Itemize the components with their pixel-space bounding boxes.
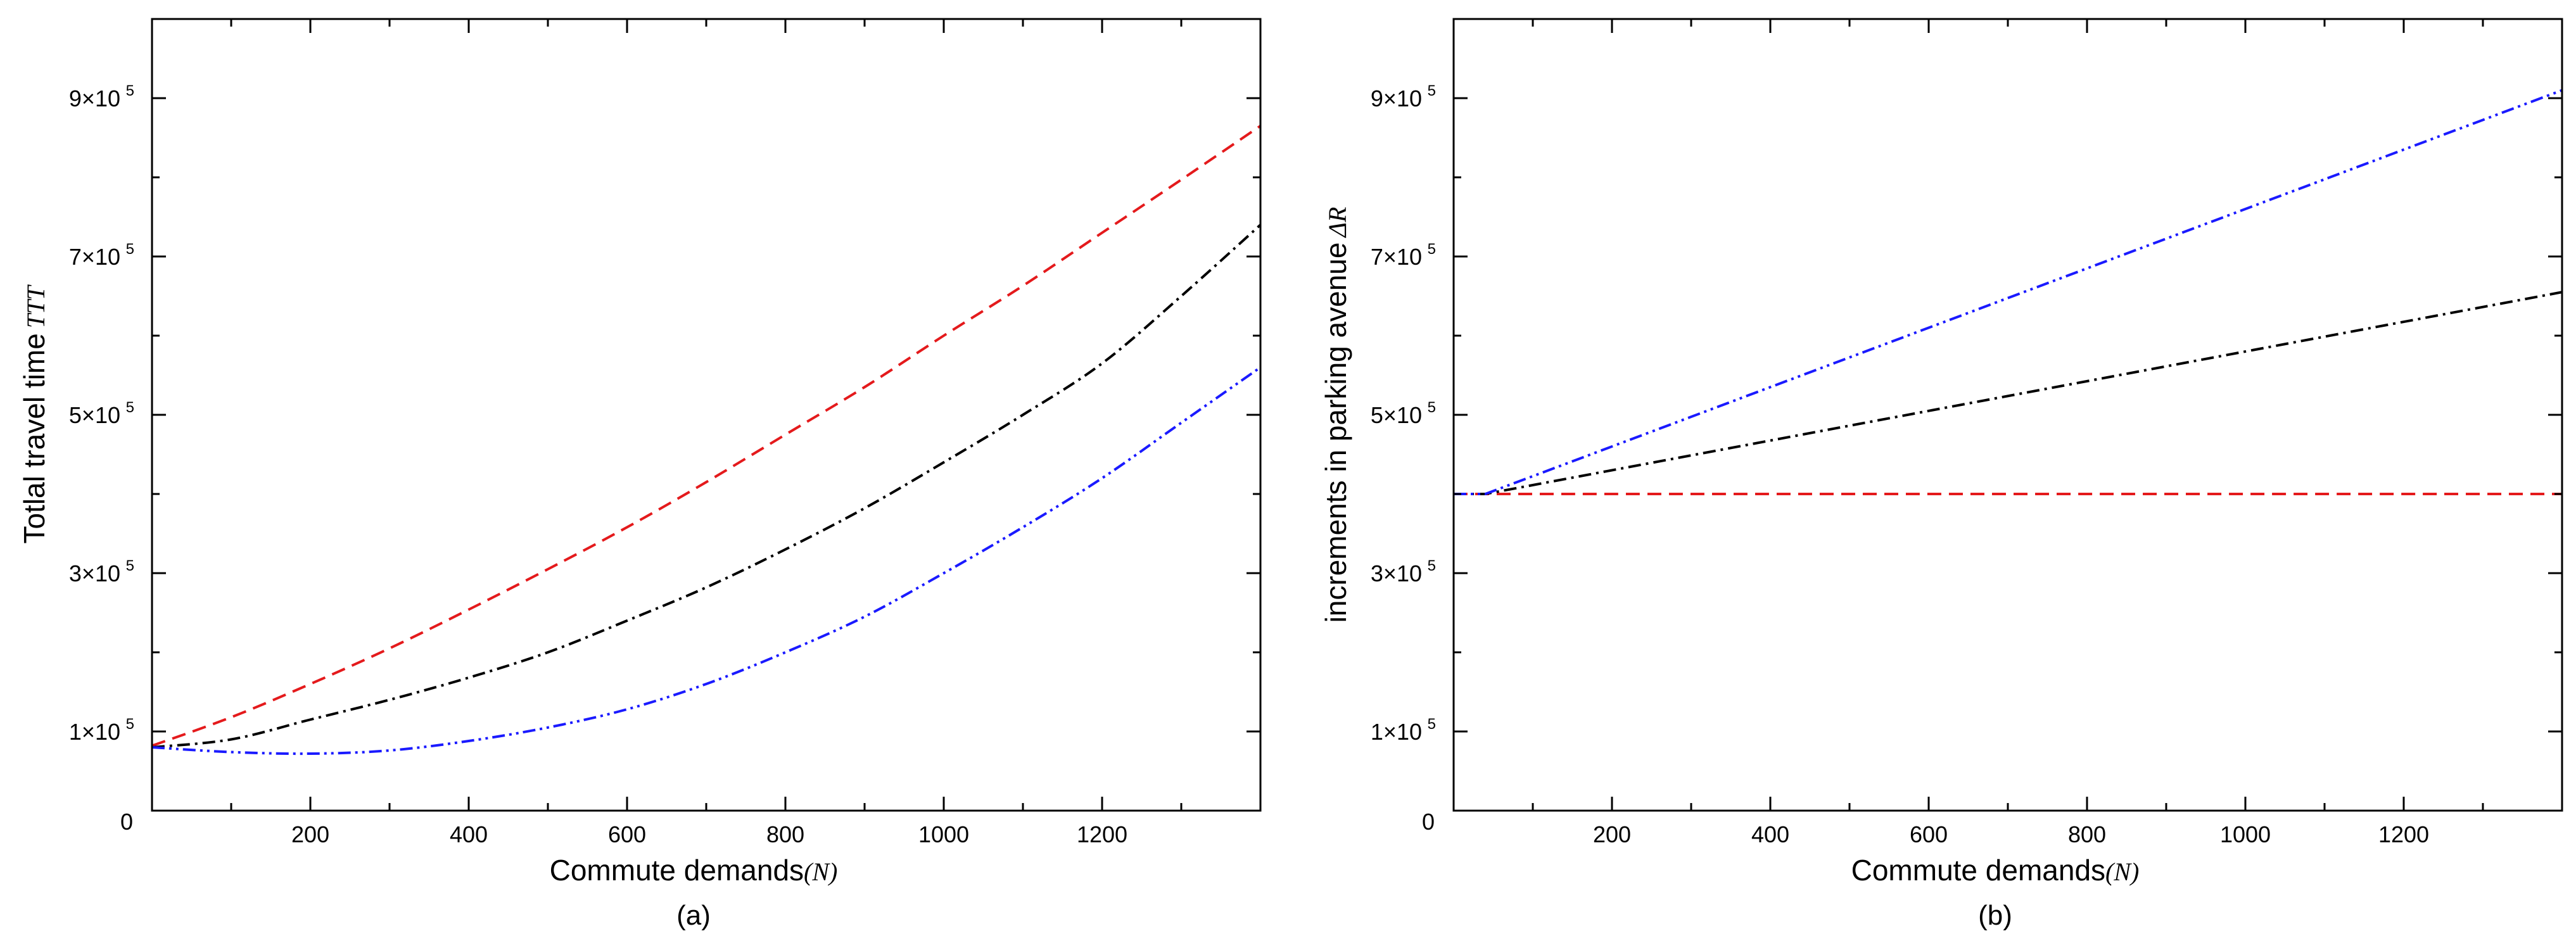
- x-axis-label-var: (N): [2105, 858, 2139, 886]
- y-tick-exponent: 5: [1428, 399, 1436, 416]
- x-axis-label: Commute demands(N): [550, 854, 838, 887]
- y-tick-exponent: 5: [126, 241, 134, 258]
- x-tick-label: 1200: [2378, 821, 2429, 847]
- y-tick-label: 7×10: [1371, 244, 1422, 270]
- x-tick-label: 800: [2068, 821, 2106, 847]
- series-line-red-dashed: [152, 125, 1260, 747]
- y-tick-label: 5×10: [69, 402, 120, 428]
- y-tick-label: 1×10: [1371, 719, 1422, 745]
- origin-label: 0: [120, 809, 133, 835]
- y-tick-label: 9×10: [1371, 85, 1422, 111]
- panel-caption: (b): [1978, 900, 2012, 931]
- chart-panel-b: 200 400 600 800 1000 1200 1×10 5 3×10 5 5×10 5 7×10 5…: [1319, 18, 2563, 931]
- y-tick-label: 1×10: [69, 719, 120, 745]
- x-tick-label: 600: [1910, 821, 1948, 847]
- x-axis-label-text: Commute demands: [1851, 854, 2105, 887]
- x-axis-label-var: (N): [804, 858, 837, 886]
- y-tick-exponent: 5: [1428, 716, 1436, 733]
- y-axis-label-var: ΔR: [1323, 207, 1352, 239]
- x-tick-label: 200: [291, 821, 329, 847]
- y-tick-label: 7×10: [69, 244, 120, 270]
- y-tick-exponent: 5: [126, 82, 134, 99]
- x-tick-label: 600: [608, 821, 646, 847]
- series-line-blue-dashdotdot: [1454, 89, 2562, 495]
- x-tick-label: 800: [766, 821, 804, 847]
- x-tick-label: 1000: [2220, 821, 2271, 847]
- x-axis-label: Commute demands(N): [1851, 854, 2140, 887]
- x-tick-label: 400: [1751, 821, 1789, 847]
- y-axis-label: Totlal travel time TTT: [18, 284, 51, 544]
- x-tick-label: 200: [1593, 821, 1631, 847]
- series-line-blue-dashdotdot: [152, 366, 1260, 756]
- plot-frame: [151, 18, 1262, 812]
- y-tick-label: 9×10: [69, 85, 120, 111]
- series-line-black-dashdot: [1454, 291, 2562, 495]
- series-line-black-dashdot: [152, 224, 1260, 749]
- y-axis-label-text: increments in parking avenue: [1319, 243, 1352, 623]
- y-tick-exponent: 5: [126, 716, 134, 733]
- x-axis-label-text: Commute demands: [550, 854, 804, 887]
- panel-caption: (a): [676, 900, 711, 931]
- origin-label: 0: [1422, 809, 1435, 835]
- y-tick-label: 5×10: [1371, 402, 1422, 428]
- plot-frame: [1452, 18, 2563, 812]
- y-tick-exponent: 5: [126, 557, 134, 574]
- chart-panel-a: 200 400 600 800 1000 1200 1×10 5 3×10 5 5×10 5 7×10 5…: [18, 18, 1262, 931]
- y-tick-label: 3×10: [1371, 560, 1422, 586]
- y-tick-exponent: 5: [1428, 82, 1436, 99]
- y-tick-exponent: 5: [1428, 241, 1436, 258]
- y-axis-label: increments in parking avenue ΔR: [1319, 207, 1352, 623]
- y-axis-label-var: TTT: [22, 284, 50, 328]
- y-axis-label-text: Totlal travel time: [18, 333, 51, 543]
- y-tick-label: 3×10: [69, 560, 120, 586]
- y-tick-exponent: 5: [1428, 557, 1436, 574]
- x-tick-label: 400: [450, 821, 488, 847]
- y-tick-exponent: 5: [126, 399, 134, 416]
- x-tick-label: 1000: [918, 821, 969, 847]
- x-tick-label: 1200: [1077, 821, 1127, 847]
